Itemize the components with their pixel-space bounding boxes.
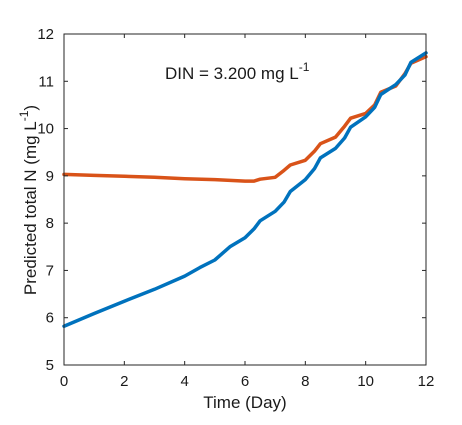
- axes-layer: [63, 33, 427, 366]
- x-tick-label: 8: [301, 373, 309, 390]
- y-axis-title-superscript: -1: [17, 110, 31, 121]
- din-annotation-superscript: -1: [299, 60, 310, 74]
- x-tick-label: 0: [60, 373, 68, 390]
- y-tick-label: 10: [37, 121, 54, 138]
- y-axis-title-prefix: Predicted total N (mg L: [21, 121, 40, 295]
- y-tick-label: 5: [46, 357, 54, 374]
- x-tick-label: 6: [241, 373, 249, 390]
- labels-layer: 0 2 4 6 8 10 12 5 6 7 8 9 10 11 12: [37, 26, 434, 390]
- y-tick-label: 8: [46, 215, 54, 232]
- plot-box: [63, 33, 427, 366]
- y-tick-label: 7: [46, 262, 54, 279]
- series-line-orange: [62, 54, 428, 183]
- series-layer: [62, 51, 428, 328]
- y-axis-title: Predicted total N (mg L-1): [17, 105, 40, 295]
- y-tick-label: 11: [38, 73, 54, 90]
- y-axis-title-suffix: ): [21, 105, 40, 111]
- y-tick-label: 12: [37, 26, 54, 43]
- x-tick-label: 2: [120, 373, 128, 390]
- x-tick-label: 10: [357, 373, 374, 390]
- din-annotation: DIN = 3.200 mg L-1: [165, 60, 310, 83]
- din-annotation-text: DIN = 3.200 mg L: [165, 64, 299, 83]
- x-tick-label: 12: [418, 373, 435, 390]
- y-tick-label: 6: [46, 310, 54, 327]
- x-axis-title: Time (Day): [203, 393, 286, 412]
- ticks-layer: [63, 33, 427, 366]
- series-line-blue: [62, 51, 428, 328]
- y-tick-label: 9: [46, 168, 54, 185]
- x-tick-label: 4: [180, 373, 188, 390]
